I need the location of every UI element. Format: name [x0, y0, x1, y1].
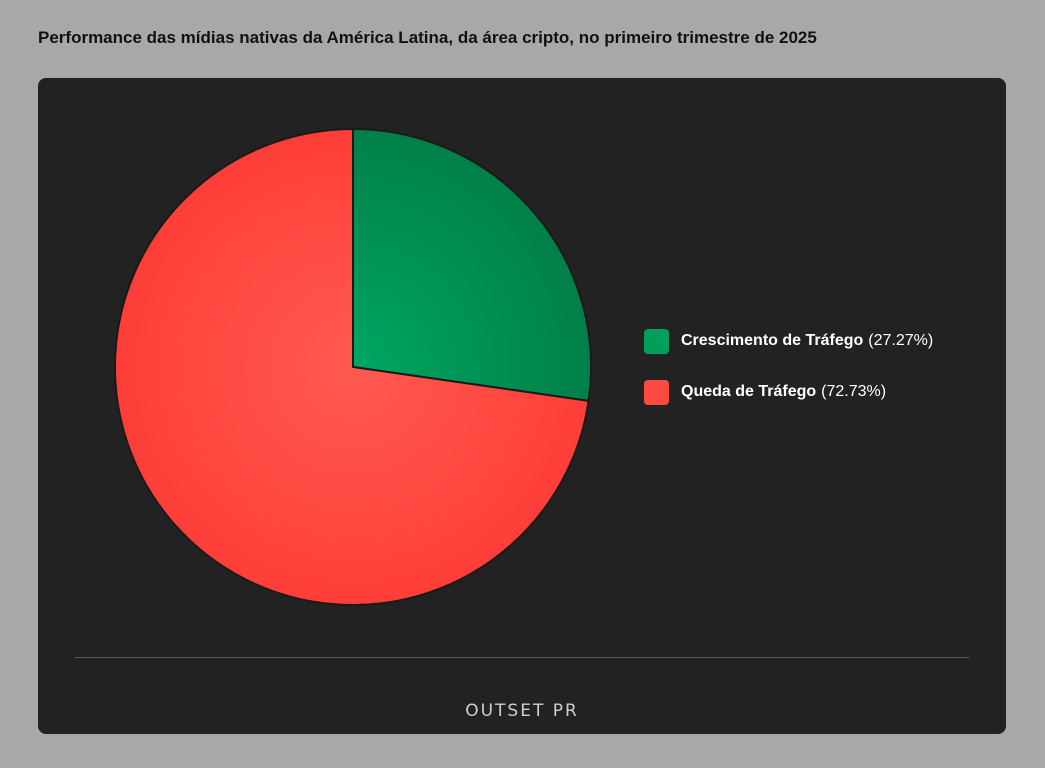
chart-card: Crescimento de Tráfego (27.27%) Queda de…: [38, 78, 1006, 734]
legend-label-decline: Queda de Tráfego: [681, 383, 817, 400]
legend-swatch-decline: [644, 379, 669, 405]
legend-percent-growth: (27.27%): [868, 332, 934, 349]
outset-pr-logo: OUTSET PR: [465, 701, 579, 721]
pie-slice-growth: [352, 127, 592, 402]
footer-divider: [75, 657, 969, 658]
legend-item-growth: Crescimento de Tráfego (27.27%): [644, 328, 933, 354]
legend-swatch-growth: [644, 328, 669, 354]
legend-label-growth: Crescimento de Tráfego: [681, 332, 864, 349]
pie-slice-decline: [114, 127, 590, 606]
legend-item-decline: Queda de Tráfego (72.73%): [644, 379, 933, 405]
chart-title: Performance das mídias nativas da Améric…: [38, 28, 817, 47]
pie-chart: [114, 127, 592, 606]
legend-percent-decline: (72.73%): [821, 383, 887, 400]
legend: Crescimento de Tráfego (27.27%) Queda de…: [644, 328, 933, 430]
